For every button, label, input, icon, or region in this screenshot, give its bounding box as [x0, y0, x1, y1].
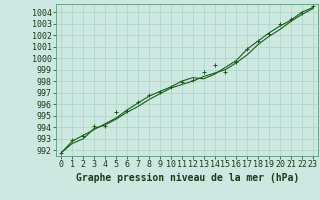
X-axis label: Graphe pression niveau de la mer (hPa): Graphe pression niveau de la mer (hPa) — [76, 173, 299, 183]
